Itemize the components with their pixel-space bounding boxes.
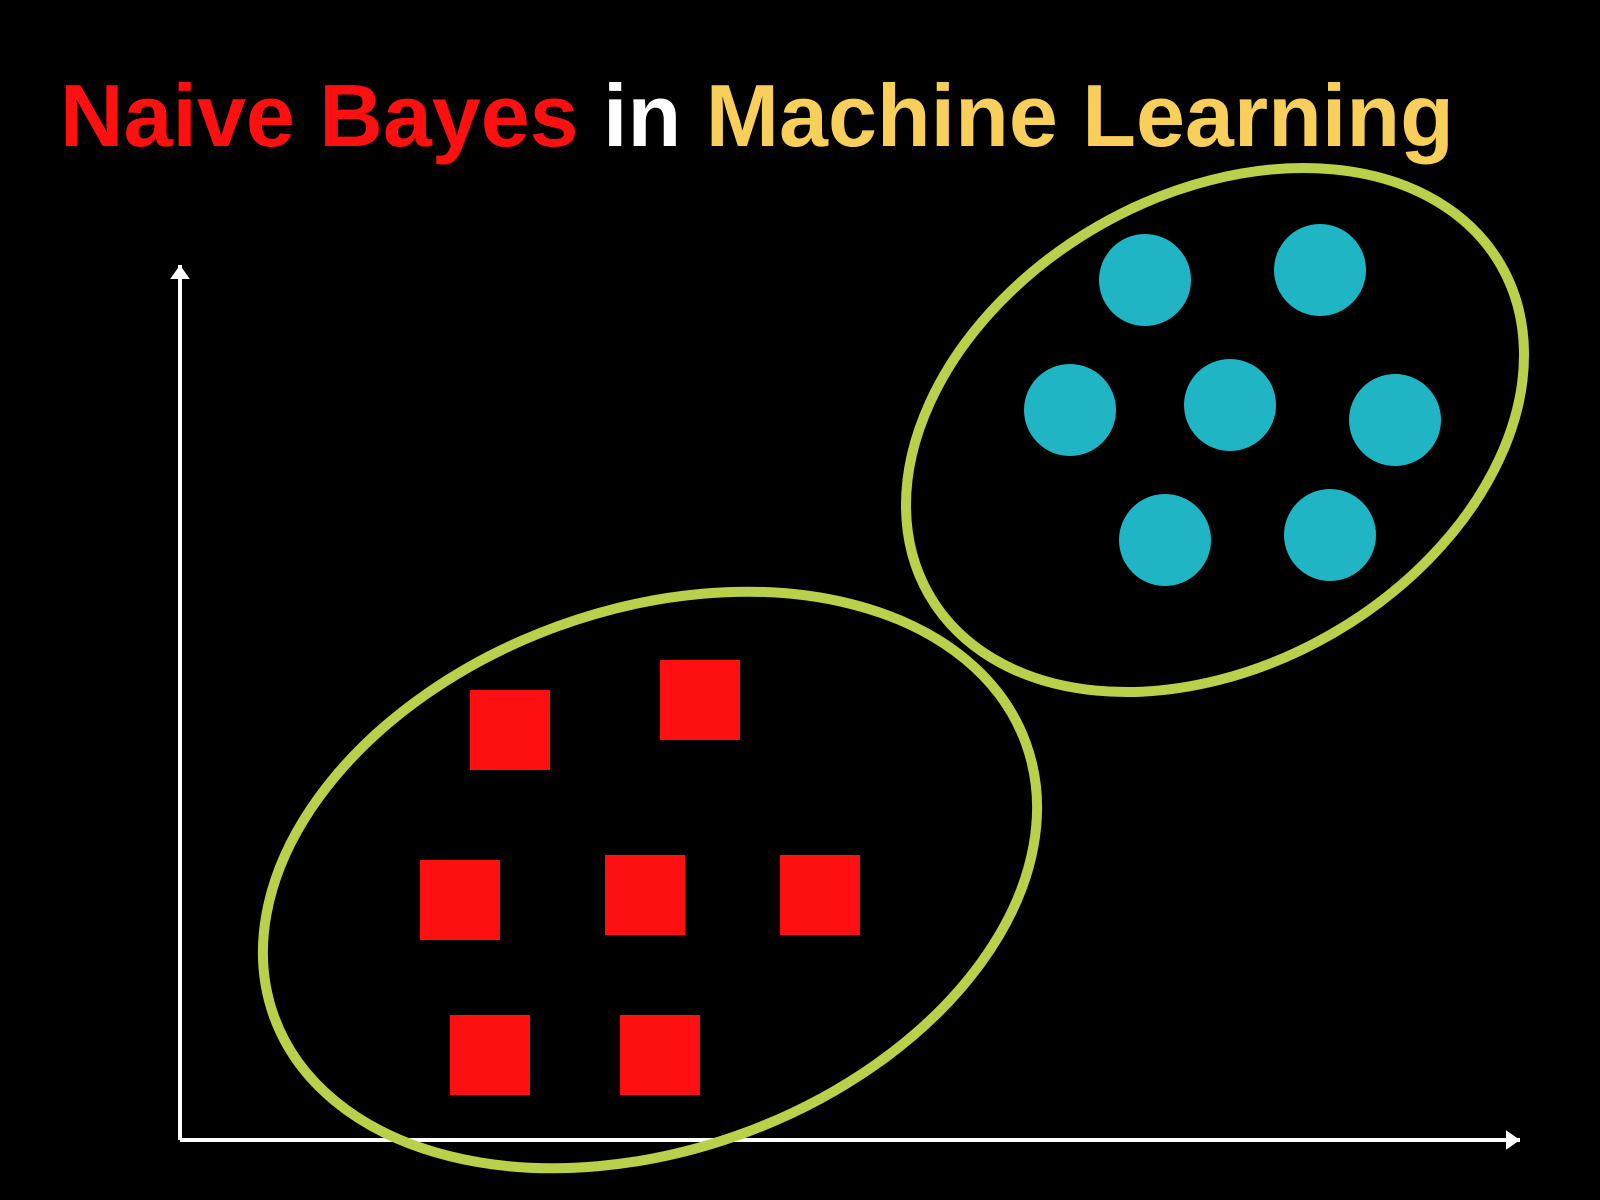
red-squares-cluster	[182, 489, 1118, 1200]
axes-group	[170, 265, 1520, 1150]
circle-marker-icon	[1184, 359, 1276, 451]
circle-marker-icon	[1349, 374, 1441, 466]
square-marker-icon	[605, 855, 685, 935]
circle-marker-icon	[1274, 224, 1366, 316]
square-marker-icon	[420, 860, 500, 940]
square-marker-icon	[450, 1015, 530, 1095]
circle-marker-icon	[1119, 494, 1211, 586]
circle-marker-icon	[1099, 234, 1191, 326]
square-marker-icon	[620, 1015, 700, 1095]
square-marker-icon	[780, 855, 860, 935]
circle-marker-icon	[1284, 489, 1376, 581]
square-marker-icon	[470, 690, 550, 770]
circle-marker-icon	[1024, 364, 1116, 456]
teal-circles-cluster	[812, 61, 1600, 798]
clusters-group	[182, 61, 1600, 1200]
diagram-canvas	[0, 0, 1600, 1200]
square-marker-icon	[660, 660, 740, 740]
x-axis-arrow-icon	[1506, 1130, 1520, 1150]
y-axis-arrow-icon	[170, 265, 190, 279]
